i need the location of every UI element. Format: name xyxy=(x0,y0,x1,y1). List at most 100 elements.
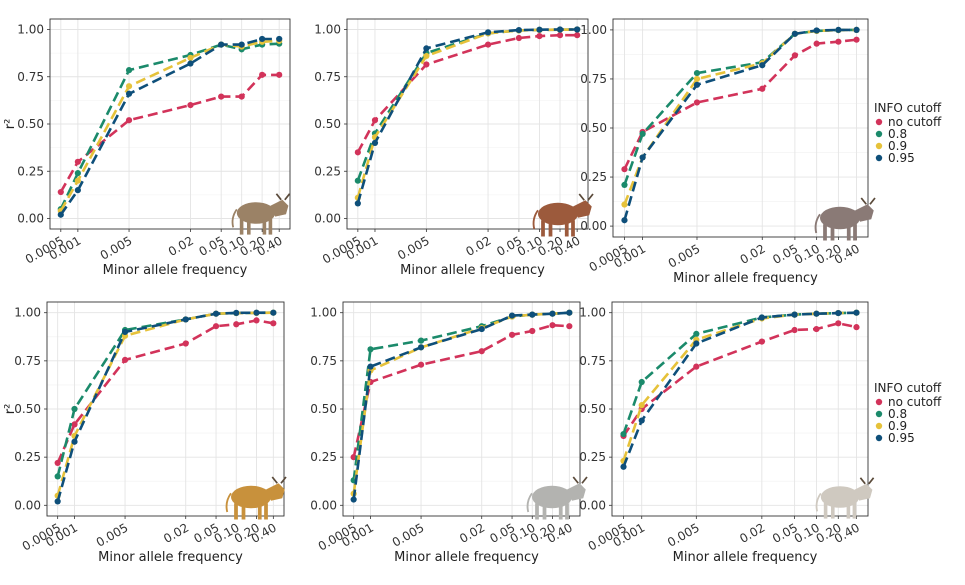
x-axis-title: Minor allele frequency xyxy=(673,550,818,565)
plot-border xyxy=(612,18,869,238)
data-point xyxy=(791,311,798,318)
data-point xyxy=(693,75,701,83)
cattle-icon xyxy=(815,477,875,519)
data-point xyxy=(549,322,556,329)
series-line-0.9 xyxy=(56,311,274,497)
data-point xyxy=(566,309,573,316)
data-point xyxy=(813,310,820,317)
y-tick-label: 0.25 xyxy=(14,450,41,464)
data-point xyxy=(233,321,240,328)
series-line-0.95 xyxy=(56,311,274,502)
y-tick-label: 1.00 xyxy=(314,23,341,37)
y-tick-label: 0.00 xyxy=(14,498,41,512)
data-point xyxy=(57,211,64,218)
data-point xyxy=(621,166,628,173)
data-point xyxy=(270,309,277,316)
series-line-no-cutoff xyxy=(59,73,280,193)
legend-key xyxy=(875,422,883,430)
data-point xyxy=(71,405,78,413)
data-point xyxy=(556,32,564,39)
y-tick-label: 0.25 xyxy=(17,164,44,178)
data-point xyxy=(54,473,61,480)
data-point xyxy=(638,402,645,409)
data-point xyxy=(367,363,374,370)
y-axis-title: r² xyxy=(3,119,18,130)
y-tick-label: 0.25 xyxy=(314,164,341,178)
y-tick-label: 1.00 xyxy=(17,23,44,37)
data-point xyxy=(253,309,260,316)
x-tick-label: 0.02 xyxy=(463,233,493,258)
x-tick-label: 0.005 xyxy=(390,520,427,549)
legend-key xyxy=(875,118,883,126)
data-point xyxy=(791,30,798,37)
data-point xyxy=(484,41,492,48)
y-tick-label: 0.00 xyxy=(17,212,44,226)
data-point xyxy=(125,90,133,97)
data-point xyxy=(417,337,425,344)
y-tick-label: 1.00 xyxy=(579,306,606,320)
data-point xyxy=(74,158,81,165)
x-tick-label: 0.02 xyxy=(737,520,767,545)
x-tick-label: 0.005 xyxy=(98,233,135,262)
data-point xyxy=(270,320,277,327)
y-tick-label: 0.75 xyxy=(17,70,44,84)
data-point xyxy=(218,41,225,48)
data-point xyxy=(354,149,361,156)
x-tick-label: 0.005 xyxy=(666,241,703,270)
data-point xyxy=(529,311,536,318)
data-point xyxy=(74,187,81,194)
series-line-no-cutoff xyxy=(622,321,857,437)
data-point xyxy=(125,83,133,90)
series-line-0.95 xyxy=(59,37,280,216)
legend-label: 0.95 xyxy=(888,431,915,445)
legend-title: INFO cutoff xyxy=(874,101,942,115)
x-tick-label: 0.02 xyxy=(738,241,768,266)
data-point xyxy=(853,309,860,316)
y-tick-label: 0.00 xyxy=(314,212,341,226)
data-point xyxy=(621,201,628,208)
x-axis-title: Minor allele frequency xyxy=(673,271,818,286)
data-point xyxy=(125,117,133,124)
cattle-icon xyxy=(225,476,287,520)
legend-label: no cutoff xyxy=(888,115,942,129)
legend-key xyxy=(875,142,883,150)
data-point xyxy=(74,170,81,177)
data-point xyxy=(253,317,260,324)
data-point xyxy=(187,102,194,109)
data-point xyxy=(57,188,64,196)
y-tick-label: 0.50 xyxy=(310,402,337,416)
data-point xyxy=(417,361,425,368)
data-point xyxy=(371,117,379,124)
data-point xyxy=(566,323,573,330)
data-point xyxy=(835,26,842,33)
x-tick-label: 0.02 xyxy=(161,520,191,545)
data-point xyxy=(121,356,129,363)
data-point xyxy=(639,154,646,161)
data-point xyxy=(693,69,701,77)
data-point xyxy=(71,438,78,445)
cattle-icon xyxy=(231,193,291,235)
data-point xyxy=(835,320,842,327)
data-point xyxy=(212,310,220,317)
data-point xyxy=(423,61,430,68)
data-point xyxy=(693,81,701,88)
data-point xyxy=(813,27,820,34)
data-point xyxy=(508,331,516,338)
data-point xyxy=(621,181,628,188)
x-tick-label: 0.02 xyxy=(166,233,196,258)
x-tick-label: 0.005 xyxy=(94,520,131,549)
series-line-no-cutoff xyxy=(356,33,578,154)
series-line-no-cutoff xyxy=(56,319,274,464)
legend-label: 0.9 xyxy=(888,139,907,153)
data-point xyxy=(350,496,357,503)
data-point xyxy=(121,328,129,336)
data-point xyxy=(478,325,485,333)
data-point xyxy=(54,498,61,505)
data-point xyxy=(853,26,860,33)
legend-label: 0.8 xyxy=(888,127,907,141)
